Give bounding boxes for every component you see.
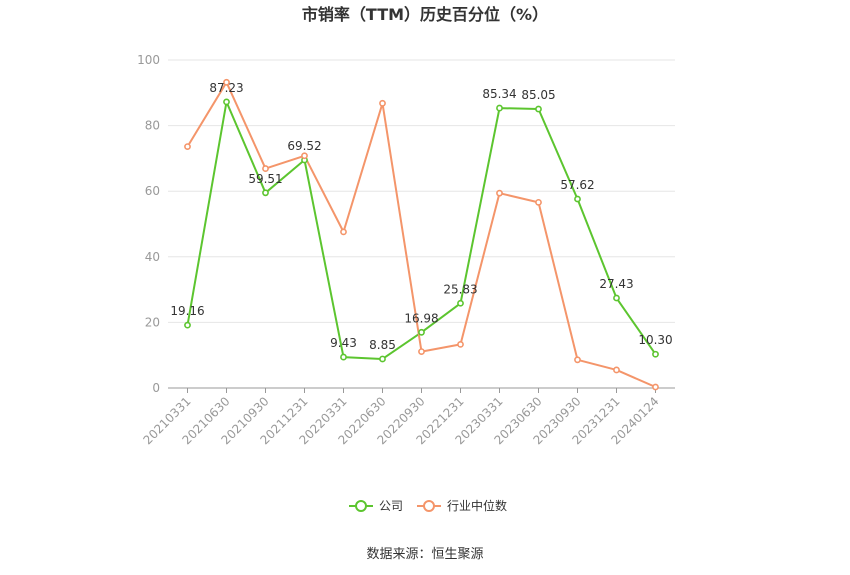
y-tick-label: 60 bbox=[145, 184, 160, 198]
data-label: 27.43 bbox=[599, 277, 633, 291]
legend-label-0[interactable]: 公司 bbox=[379, 499, 403, 513]
series-point-1[interactable] bbox=[652, 383, 659, 391]
chart-title: 市销率（TTM）历史百分位（%） bbox=[302, 5, 548, 24]
data-label: 19.16 bbox=[170, 304, 204, 318]
data-label: 9.43 bbox=[330, 336, 357, 350]
data-label: 8.85 bbox=[369, 338, 396, 352]
series-point-0[interactable] bbox=[613, 294, 620, 302]
series-point-1[interactable] bbox=[574, 356, 581, 364]
series-layer bbox=[184, 78, 659, 391]
data-labels: 19.16 87.23 59.51 69.52 9.43 8.85 16.98 25.83 85… bbox=[170, 81, 672, 352]
series-point-0[interactable] bbox=[262, 189, 269, 197]
series-point-1[interactable] bbox=[457, 340, 464, 348]
series-point-1[interactable] bbox=[535, 198, 542, 206]
y-tick-label: 80 bbox=[145, 119, 160, 133]
series-point-1[interactable] bbox=[340, 228, 347, 236]
series-point-0[interactable] bbox=[496, 104, 503, 112]
series-point-0[interactable] bbox=[223, 98, 230, 106]
data-label: 85.05 bbox=[521, 88, 555, 102]
series-point-1[interactable] bbox=[496, 189, 503, 197]
data-label: 57.62 bbox=[560, 178, 594, 192]
legend-label-1[interactable]: 行业中位数 bbox=[447, 498, 507, 513]
data-label: 59.51 bbox=[248, 172, 282, 186]
series-point-1[interactable] bbox=[613, 366, 620, 374]
series-point-1[interactable] bbox=[262, 165, 269, 172]
series-point-1[interactable] bbox=[223, 78, 230, 86]
series-point-0[interactable] bbox=[535, 105, 542, 113]
data-label: 25.83 bbox=[443, 282, 477, 296]
series-point-1[interactable] bbox=[184, 143, 191, 150]
series-point-0[interactable] bbox=[457, 299, 464, 307]
y-tick-label: 0 bbox=[152, 381, 160, 395]
series-point-0[interactable] bbox=[379, 355, 386, 363]
series-point-1[interactable] bbox=[379, 99, 386, 107]
data-label: 87.23 bbox=[209, 81, 243, 95]
legend[interactable]: 公司 行业中位数 bbox=[349, 498, 507, 513]
series-point-0[interactable] bbox=[184, 321, 191, 329]
legend-marker-0 bbox=[355, 500, 367, 512]
y-tick-label: 40 bbox=[145, 250, 160, 264]
series-point-1[interactable] bbox=[301, 152, 308, 160]
source-note: 数据来源：恒生聚源 bbox=[366, 547, 483, 562]
data-label: 10.30 bbox=[638, 333, 672, 347]
data-label: 16.98 bbox=[404, 311, 438, 325]
grid bbox=[168, 59, 675, 389]
legend-marker-1 bbox=[423, 500, 435, 512]
y-tick-label: 20 bbox=[145, 315, 160, 329]
series-point-0[interactable] bbox=[418, 328, 425, 336]
data-label: 85.34 bbox=[482, 87, 516, 101]
series-point-0[interactable] bbox=[340, 353, 347, 361]
series-line-1 bbox=[186, 81, 656, 388]
y-tick-label: 100 bbox=[137, 53, 160, 67]
series-point-0[interactable] bbox=[652, 350, 659, 358]
data-label: 69.52 bbox=[287, 139, 321, 153]
series-point-1[interactable] bbox=[418, 348, 425, 355]
series-point-0[interactable] bbox=[574, 195, 581, 203]
